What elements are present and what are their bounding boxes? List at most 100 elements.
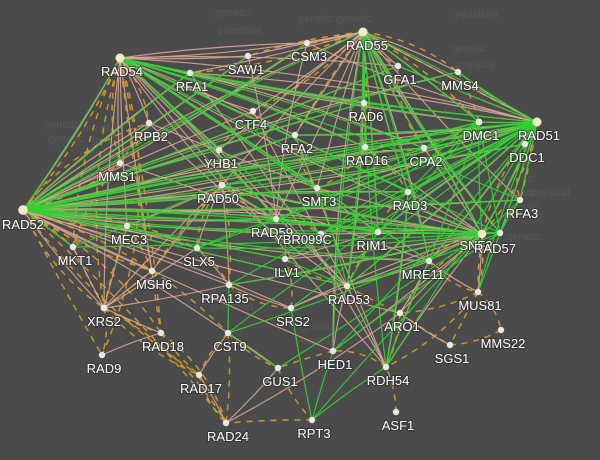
- coexpression-edge: [477, 291, 502, 331]
- graph-node-rad16[interactable]: [361, 143, 369, 151]
- graph-node-rad53[interactable]: [343, 282, 351, 290]
- genetic-edge: [311, 233, 483, 421]
- node-label-ybr099c: YBR099C: [274, 232, 332, 247]
- graph-node-cpa2[interactable]: [420, 144, 428, 152]
- graph-node-cst9[interactable]: [224, 329, 232, 337]
- graph-node-rad9[interactable]: [98, 351, 106, 359]
- node-label-mus81: MUS81: [458, 298, 501, 313]
- graph-node-gfa1[interactable]: [394, 62, 402, 70]
- graph-node-rdh54[interactable]: [382, 363, 390, 371]
- genetic-edge: [362, 31, 501, 234]
- coexpression-edge: [198, 332, 229, 376]
- genetic-edge: [196, 121, 538, 249]
- graph-node-rad50[interactable]: [218, 181, 226, 189]
- node-label-xrs2: XRS2: [87, 314, 121, 329]
- node-label-mec3: MEC3: [111, 232, 147, 247]
- node-label-hed1: HED1: [318, 357, 353, 372]
- graph-node-rim1[interactable]: [374, 228, 382, 236]
- graph-node-mec3[interactable]: [123, 222, 131, 230]
- physical-edge: [362, 31, 521, 201]
- graph-node-ctf4[interactable]: [249, 107, 257, 115]
- graph-node-asf1[interactable]: [392, 408, 400, 416]
- physical-edge: [22, 209, 230, 286]
- genetic-edge: [22, 209, 501, 234]
- graph-node-rad55[interactable]: [358, 27, 368, 37]
- physical-edge: [290, 233, 483, 309]
- graph-node-rad18[interactable]: [157, 329, 165, 337]
- graph-node-csm3[interactable]: [303, 39, 311, 47]
- graph-node-hed1[interactable]: [329, 347, 337, 355]
- watermark-label: physical: [530, 187, 570, 199]
- graph-node-mms4[interactable]: [454, 68, 462, 76]
- physical-edge: [189, 72, 387, 368]
- graph-node-srs2[interactable]: [287, 304, 295, 312]
- watermark-label: yeastNet: [434, 81, 477, 93]
- genetic-edge: [519, 121, 538, 201]
- physical-edge: [119, 57, 153, 272]
- physical-edge: [306, 42, 538, 123]
- genetic-edge: [22, 209, 322, 235]
- graph-node-sgs1[interactable]: [446, 341, 454, 349]
- genetic-edge: [428, 121, 480, 262]
- graph-node-rad59[interactable]: [272, 215, 280, 223]
- graph-node-rad6[interactable]: [360, 99, 368, 107]
- graph-node-xrs2[interactable]: [100, 304, 108, 312]
- graph-node-snf2[interactable]: [477, 229, 487, 239]
- graph-node-ddc1[interactable]: [521, 140, 529, 148]
- graph-node-rfa2[interactable]: [291, 131, 299, 139]
- graph-node-saw1[interactable]: [244, 52, 252, 60]
- physical-edge: [103, 307, 162, 334]
- graph-node-aro1[interactable]: [396, 309, 404, 317]
- graph-node-yhb1[interactable]: [215, 146, 223, 154]
- physical-edge: [148, 122, 318, 189]
- graph-node-rad51[interactable]: [532, 117, 542, 127]
- coexpression-edge: [227, 332, 279, 369]
- graph-node-rad52[interactable]: [18, 205, 28, 215]
- graph-node-rad3[interactable]: [404, 188, 412, 196]
- graph-node-rad57[interactable]: [496, 229, 504, 237]
- graph-node-rpt3[interactable]: [308, 416, 316, 424]
- physical-edge: [72, 246, 105, 309]
- node-label-saw1: SAW1: [228, 62, 264, 77]
- coexpression-edge: [457, 71, 480, 123]
- graph-node-mms1[interactable]: [116, 159, 124, 167]
- coexpression-edge: [346, 285, 401, 314]
- graph-node-ybr099c[interactable]: [317, 230, 325, 238]
- graph-node-rpb2[interactable]: [145, 119, 153, 127]
- graph-node-rad17[interactable]: [195, 371, 203, 379]
- graph-node-smt3[interactable]: [313, 184, 321, 192]
- physical-edge: [22, 209, 105, 309]
- node-label-ddc1: DDC1: [509, 150, 544, 165]
- graph-node-rfa1[interactable]: [186, 69, 194, 77]
- node-label-slx5: SLX5: [183, 254, 215, 269]
- node-label-rdh54: RDH54: [367, 373, 410, 388]
- node-layer[interactable]: [18, 27, 542, 427]
- graph-node-mms22[interactable]: [497, 326, 505, 334]
- coexpression-edge: [103, 307, 200, 376]
- graph-node-msh6[interactable]: [148, 267, 156, 275]
- node-label-rad54: RAD54: [101, 64, 143, 79]
- physical-edge: [22, 122, 150, 211]
- graph-node-gus1[interactable]: [274, 364, 282, 372]
- coexpression-edge: [247, 31, 364, 57]
- genetic-edge: [119, 57, 366, 148]
- graph-node-mkt1[interactable]: [69, 243, 77, 251]
- genetic-edge: [22, 209, 74, 248]
- physical-edge: [399, 312, 451, 346]
- graph-node-rfa3[interactable]: [516, 196, 524, 204]
- genetic-edge: [227, 121, 538, 334]
- coexpression-edge: [477, 121, 538, 293]
- coexpression-edge: [385, 366, 397, 413]
- graph-node-ilv1[interactable]: [281, 255, 289, 263]
- genetic-edge: [227, 233, 483, 334]
- graph-node-dmc1[interactable]: [475, 118, 483, 126]
- graph-node-mus81[interactable]: [474, 288, 482, 296]
- graph-node-rad54[interactable]: [115, 53, 125, 63]
- graph-node-rad24[interactable]: [222, 419, 230, 427]
- graph-node-rpa135[interactable]: [225, 281, 233, 289]
- graph-node-slx5[interactable]: [193, 244, 201, 252]
- node-label-ctf4: CTF4: [235, 117, 268, 132]
- graph-node-mre11[interactable]: [425, 257, 433, 265]
